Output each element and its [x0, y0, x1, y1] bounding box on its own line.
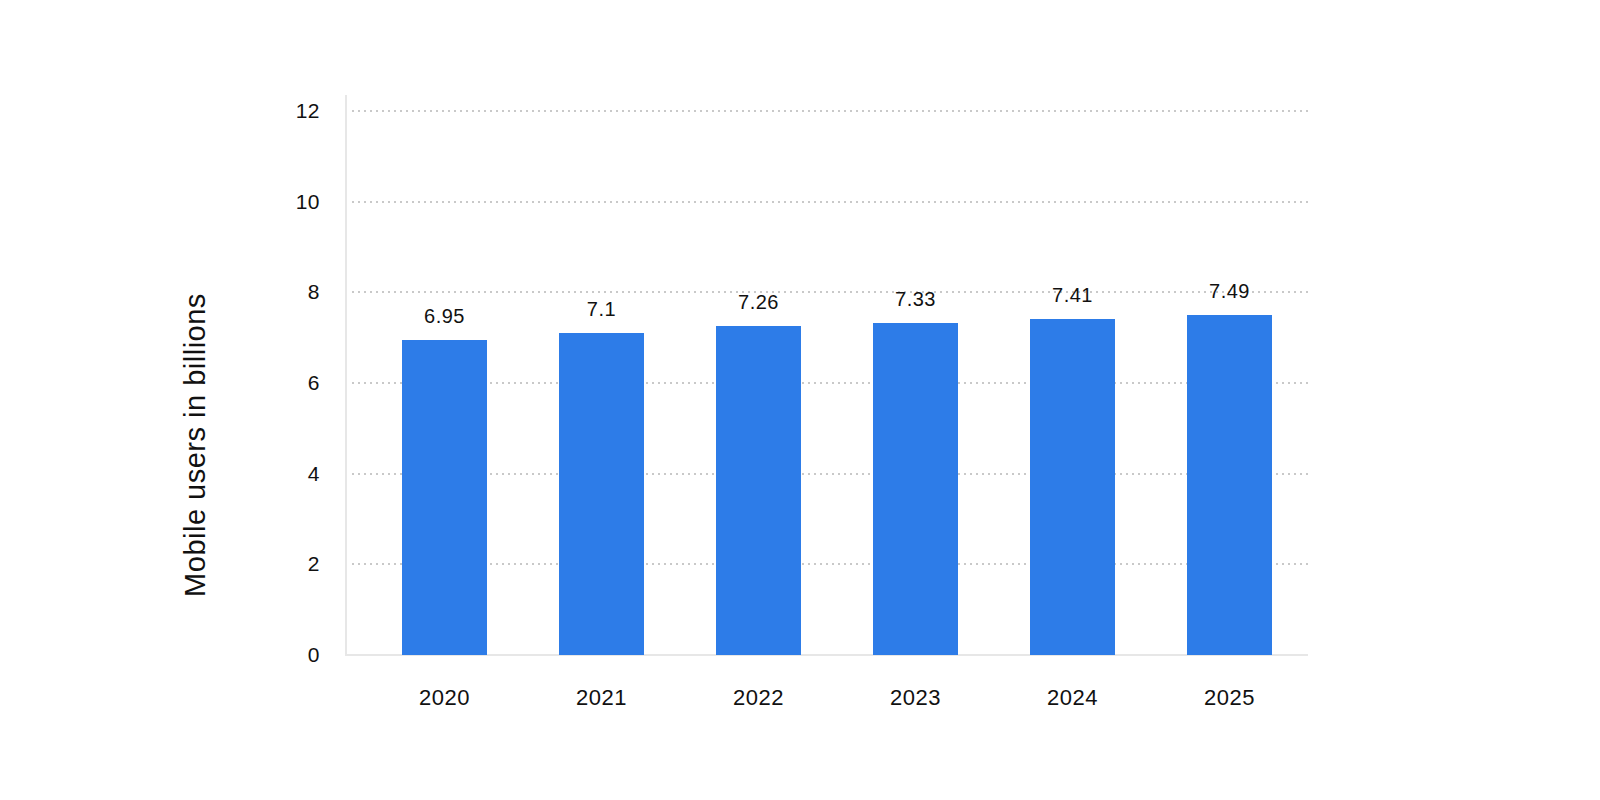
x-tick-label: 2020 — [375, 684, 515, 712]
bar-value-label: 7.41 — [1003, 283, 1143, 307]
chart-canvas: Mobile users in billions 0 2 4 6 8 10 12 6.95 20… — [0, 0, 1600, 800]
bar — [1030, 319, 1115, 655]
gridline — [352, 563, 1308, 565]
y-tick-label: 0 — [224, 641, 320, 669]
bar-value-label: 7.1 — [532, 297, 672, 321]
y-tick-label: 6 — [224, 369, 320, 397]
x-axis-line — [346, 654, 1308, 656]
y-tick-label: 10 — [224, 188, 320, 216]
bar-value-label: 7.26 — [689, 290, 829, 314]
y-tick-label: 4 — [224, 460, 320, 488]
x-tick-label: 2021 — [532, 684, 672, 712]
gridline — [352, 110, 1308, 112]
gridline — [352, 473, 1308, 475]
bar-value-label: 7.33 — [846, 287, 986, 311]
bar — [716, 326, 801, 655]
bar — [1187, 315, 1272, 655]
bar-value-label: 6.95 — [375, 304, 515, 328]
x-tick-label: 2022 — [689, 684, 829, 712]
y-axis-line — [345, 95, 347, 656]
x-tick-label: 2025 — [1160, 684, 1300, 712]
bar — [402, 340, 487, 655]
bar — [559, 333, 644, 655]
gridline — [352, 201, 1308, 203]
y-tick-label: 12 — [224, 97, 320, 125]
bar-value-label: 7.49 — [1160, 279, 1300, 303]
bar — [873, 323, 958, 655]
y-tick-label: 8 — [224, 278, 320, 306]
x-tick-label: 2023 — [846, 684, 986, 712]
y-tick-label: 2 — [224, 550, 320, 578]
x-tick-label: 2024 — [1003, 684, 1143, 712]
y-axis-title: Mobile users in billions — [179, 293, 212, 597]
gridline — [352, 382, 1308, 384]
